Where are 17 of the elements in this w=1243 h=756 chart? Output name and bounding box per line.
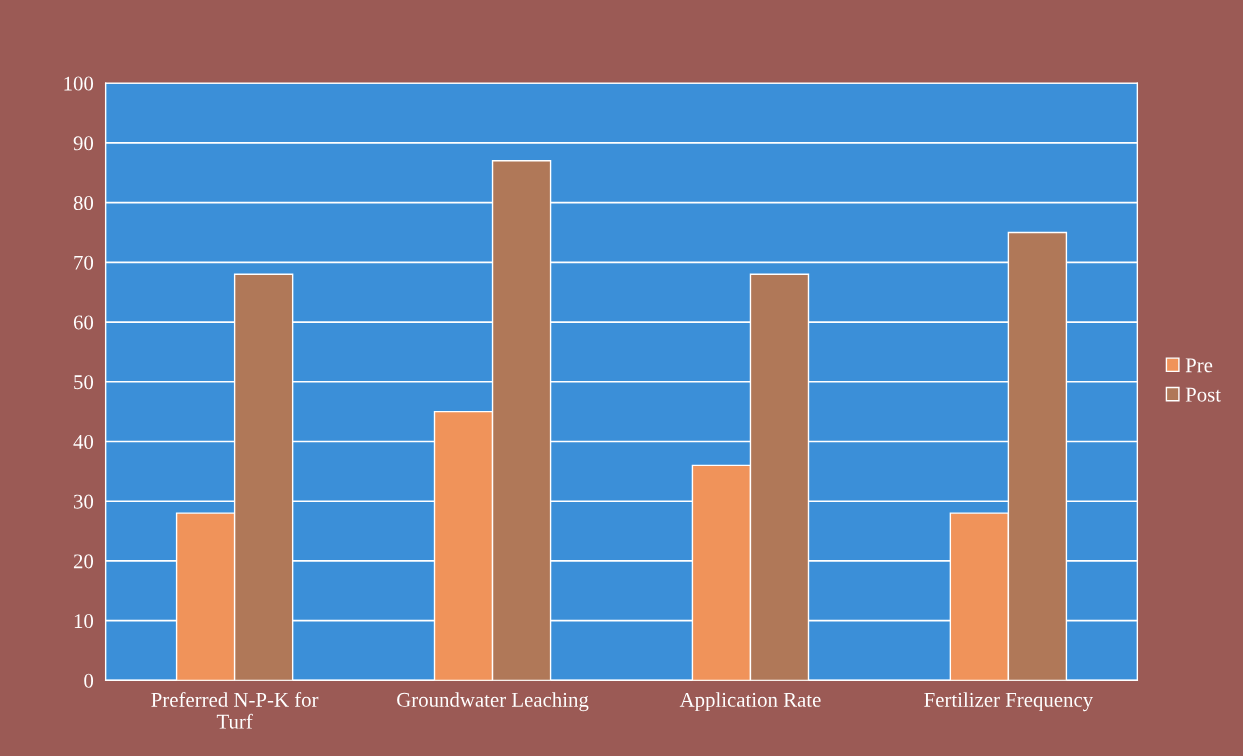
y-tick-label: 80 xyxy=(73,195,94,211)
y-tick-label: 90 xyxy=(73,136,94,151)
y-tick-label: 0 xyxy=(84,673,94,688)
y-tick-label: 20 xyxy=(73,554,94,569)
x-tick-label: Application Rate xyxy=(679,692,821,712)
legend-label: Pre xyxy=(1185,358,1213,373)
x-tick-label: Groundwater Leaching xyxy=(397,692,589,712)
y-tick-label: 100 xyxy=(64,76,94,91)
y-tick-label: 30 xyxy=(74,494,94,509)
y-tick-label: 60 xyxy=(73,315,94,330)
x-tick-label: Fertilizer Frequency xyxy=(924,692,1094,712)
y-tick-label: 50 xyxy=(74,375,94,390)
legend-label: Post xyxy=(1185,387,1221,402)
y-tick-label: 70 xyxy=(74,255,94,270)
x-tick-label: Preferred N-P-K for Turf xyxy=(151,691,319,729)
y-tick-label: 40 xyxy=(73,434,94,449)
y-tick-label: 10 xyxy=(74,614,94,629)
